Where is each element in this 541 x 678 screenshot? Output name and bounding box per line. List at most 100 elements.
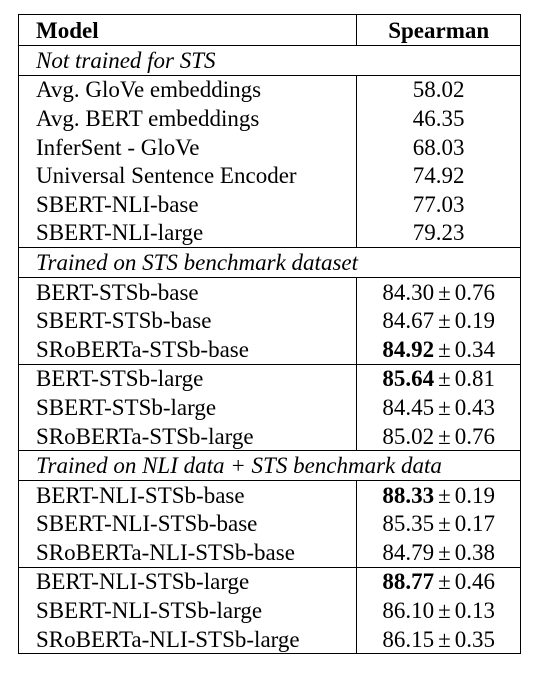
spearman-std: 0.34 — [454, 336, 495, 362]
spearman-cell: 46.35 — [356, 104, 521, 133]
table-row: SRoBERTa-STSb-base 84.92 ±0.34 — [19, 334, 521, 365]
spearman-mean: 84.45 — [382, 394, 435, 420]
model-name-cell: BERT-NLI-STSb-large — [18, 566, 357, 597]
spearman-std: 0.76 — [454, 279, 495, 305]
table-row: SRoBERTa-STSb-large 85.02 ±0.76 — [19, 421, 521, 451]
table-row: SBERT-NLI-large 79.23 — [19, 218, 521, 248]
spearman-cell: 79.23 — [356, 218, 521, 248]
table-row: BERT-NLI-STSb-base 88.33 ±0.19 — [18, 479, 521, 510]
spearman-mean: 84.92 — [382, 336, 435, 362]
model-name-cell: InferSent - GloVe — [36, 134, 200, 160]
spearman-mean: 84.30 — [382, 279, 435, 305]
spearman-cell: 88.77 ±0.46 — [356, 566, 521, 597]
section-header-row: Trained on STS benchmark dataset — [18, 247, 521, 278]
spearman-std: 0.17 — [454, 511, 495, 537]
table-row: SRoBERTa-NLI-STSb-large 86.15 ±0.35 — [19, 624, 521, 654]
spearman-cell: 77.03 — [356, 189, 521, 219]
spearman-cell: 84.92 ±0.34 — [356, 334, 521, 365]
table-row: BERT-STSb-base 84.30 ±0.76 — [18, 276, 521, 307]
spearman-std: 0.81 — [454, 366, 495, 392]
spearman-cell: 85.02 ±0.76 — [356, 421, 521, 451]
spearman-mean: 77.03 — [412, 191, 465, 217]
model-name-cell: SRoBERTa-NLI-STSb-large — [36, 626, 300, 652]
spearman-cell: 58.02 — [356, 74, 521, 105]
spearman-cell: 84.79 ±0.38 — [356, 538, 521, 568]
spearman-cell: 85.35 ±0.17 — [356, 509, 521, 539]
model-name-cell: Universal Sentence Encoder — [36, 163, 297, 189]
header-spearman: Spearman — [356, 14, 521, 46]
table-row: BERT-STSb-large 85.64 ±0.81 — [18, 363, 521, 394]
plus-minus-symbol: ± — [438, 511, 451, 537]
section-title: Trained on STS benchmark dataset — [18, 247, 521, 278]
section-header-row: Not trained for STS — [18, 45, 521, 76]
spearman-std: 0.46 — [454, 569, 495, 595]
table-row: InferSent - GloVe 68.03 — [19, 132, 521, 162]
model-name-cell: SBERT-NLI-large — [36, 220, 204, 246]
plus-minus-symbol: ± — [438, 279, 451, 305]
model-name-cell: BERT-NLI-STSb-base — [18, 479, 357, 510]
table-body: Not trained for STS Avg. GloVe embeddings… — [18, 45, 521, 654]
plus-minus-symbol: ± — [438, 423, 451, 449]
spearman-std: 0.38 — [454, 539, 495, 565]
spearman-std: 0.13 — [454, 598, 495, 624]
spearman-mean: 85.64 — [382, 366, 435, 392]
spearman-mean: 85.35 — [382, 511, 435, 537]
spearman-mean: 46.35 — [412, 105, 465, 131]
spearman-mean: 58.02 — [412, 77, 465, 103]
spearman-std: 0.76 — [454, 423, 495, 449]
model-name-cell: SBERT-STSb-large — [36, 394, 217, 420]
plus-minus-symbol: ± — [438, 366, 451, 392]
model-name-cell: SBERT-NLI-base — [36, 191, 199, 217]
spearman-std: 0.35 — [454, 626, 495, 652]
plus-minus-symbol: ± — [438, 308, 451, 334]
model-name-cell: BERT-STSb-large — [18, 363, 357, 394]
section-title: Not trained for STS — [18, 45, 521, 76]
section-title: Trained on NLI data + STS benchmark data — [18, 450, 521, 481]
table-row: SBERT-NLI-base 77.03 — [19, 189, 521, 219]
plus-minus-symbol: ± — [438, 482, 451, 508]
spearman-cell: 86.10 ±0.13 — [356, 596, 521, 625]
spearman-cell: 84.30 ±0.76 — [356, 276, 521, 307]
spearman-std: 0.19 — [454, 482, 495, 508]
plus-minus-symbol: ± — [438, 336, 451, 362]
spearman-mean: 85.02 — [382, 423, 435, 449]
table-row: Avg. GloVe embeddings 58.02 — [18, 74, 521, 105]
table-row: SRoBERTa-NLI-STSb-base 84.79 ±0.38 — [19, 538, 521, 568]
table-row: SBERT-NLI-STSb-large 86.10 ±0.13 — [19, 596, 521, 625]
header-row: Model Spearman — [19, 14, 521, 46]
spearman-mean: 88.77 — [382, 569, 435, 595]
table-row: SBERT-NLI-STSb-base 85.35 ±0.17 — [19, 509, 521, 539]
model-name-cell: Avg. BERT embeddings — [36, 105, 260, 131]
model-name-cell: SBERT-STSb-base — [36, 308, 212, 334]
spearman-std: 0.43 — [454, 394, 495, 420]
plus-minus-symbol: ± — [438, 539, 451, 565]
header-model: Model — [36, 17, 99, 43]
spearman-mean: 84.79 — [382, 539, 435, 565]
spearman-mean: 74.92 — [412, 163, 465, 189]
spearman-mean: 79.23 — [412, 220, 465, 246]
model-name-cell: SRoBERTa-STSb-large — [36, 423, 254, 449]
spearman-std: 0.19 — [454, 308, 495, 334]
plus-minus-symbol: ± — [438, 626, 451, 652]
plus-minus-symbol: ± — [438, 569, 451, 595]
spearman-cell: 84.67 ±0.19 — [356, 306, 521, 335]
spearman-mean: 88.33 — [382, 482, 435, 508]
table-row: Avg. BERT embeddings 46.35 — [19, 104, 521, 133]
plus-minus-symbol: ± — [438, 394, 451, 420]
results-table: Model Spearman Not trained for STS Avg. G… — [18, 14, 521, 655]
model-name-cell: SRoBERTa-NLI-STSb-base — [36, 539, 295, 565]
model-name-cell: SRoBERTa-STSb-base — [36, 336, 249, 362]
spearman-cell: 88.33 ±0.19 — [356, 479, 521, 510]
spearman-cell: 74.92 — [356, 161, 521, 190]
spearman-mean: 86.15 — [382, 626, 435, 652]
section-header-row: Trained on NLI data + STS benchmark data — [18, 450, 521, 481]
model-name-cell: SBERT-NLI-STSb-base — [36, 511, 258, 537]
table-row: SBERT-STSb-base 84.67 ±0.19 — [19, 306, 521, 335]
spearman-cell: 84.45 ±0.43 — [356, 393, 521, 422]
spearman-mean: 68.03 — [412, 134, 465, 160]
plus-minus-symbol: ± — [438, 598, 451, 624]
model-name-cell: SBERT-NLI-STSb-large — [36, 598, 263, 624]
spearman-cell: 85.64 ±0.81 — [356, 363, 521, 394]
table-row: SBERT-STSb-large 84.45 ±0.43 — [19, 393, 521, 422]
spearman-mean: 86.10 — [382, 598, 435, 624]
